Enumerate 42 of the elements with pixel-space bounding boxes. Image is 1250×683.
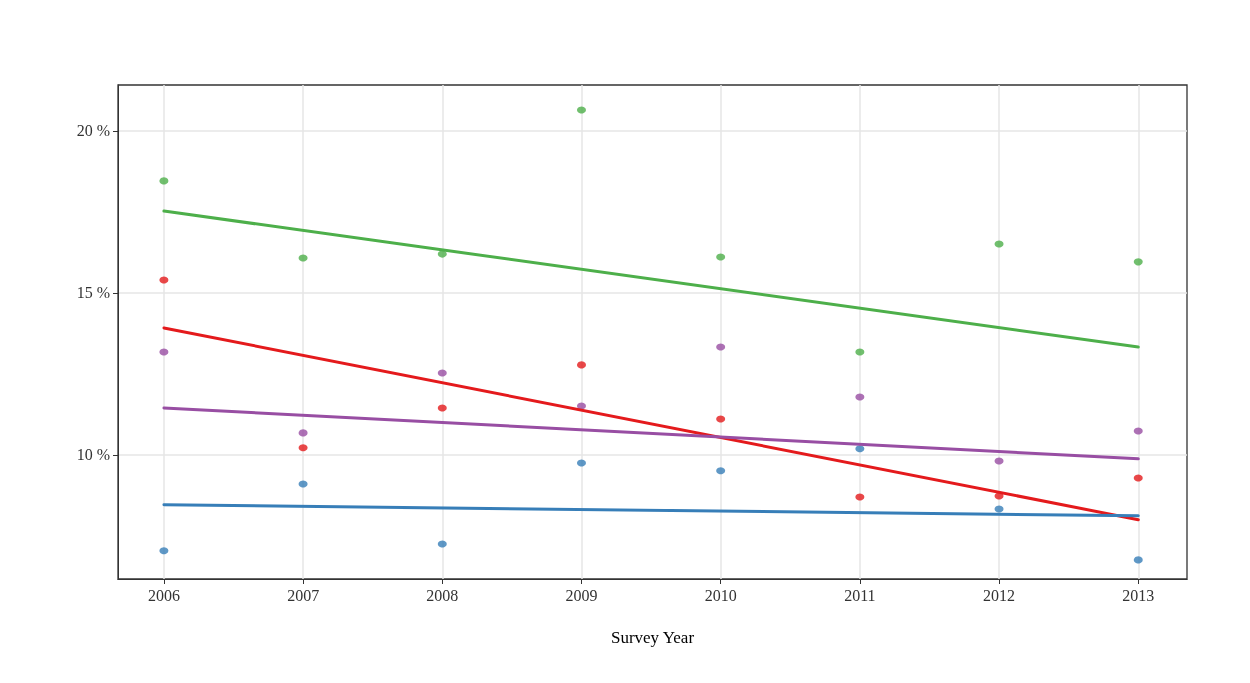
point (855, 393, 865, 401)
x-axis-title: Survey Year (610, 628, 695, 647)
point (716, 467, 726, 475)
point (1133, 258, 1143, 266)
point (437, 369, 447, 377)
point (994, 240, 1004, 248)
x-tick-label: 2012 (983, 586, 1016, 604)
point (159, 547, 169, 555)
point (159, 276, 169, 284)
point (855, 493, 865, 501)
point (577, 106, 587, 114)
point (437, 250, 447, 258)
point (1133, 474, 1143, 482)
point (1133, 556, 1143, 564)
x-tick-label: 2008 (426, 586, 459, 604)
point (855, 445, 865, 453)
point (716, 343, 726, 351)
y-tick-label: 10 % (76, 446, 110, 464)
x-tick-label: 2010 (704, 586, 737, 604)
y-tick-label: 15 % (76, 284, 110, 302)
point (437, 404, 447, 412)
point (437, 540, 447, 548)
point (716, 415, 726, 423)
point (298, 444, 308, 452)
point (577, 459, 587, 467)
x-tick-label: 2007 (287, 586, 320, 604)
point (994, 457, 1004, 465)
y-tick-label: 20 % (76, 122, 110, 140)
point (159, 348, 169, 356)
point (994, 505, 1004, 513)
x-tick-label: 2011 (844, 586, 876, 604)
point (855, 348, 865, 356)
point (716, 253, 726, 261)
point (298, 254, 308, 262)
point (298, 429, 308, 437)
x-tick-label: 2009 (565, 586, 598, 604)
x-tick-label: 2006 (147, 586, 180, 604)
x-tick-label: 2013 (1122, 586, 1155, 604)
point (577, 361, 587, 369)
point (298, 480, 308, 488)
point (159, 177, 169, 185)
point (1133, 427, 1143, 435)
